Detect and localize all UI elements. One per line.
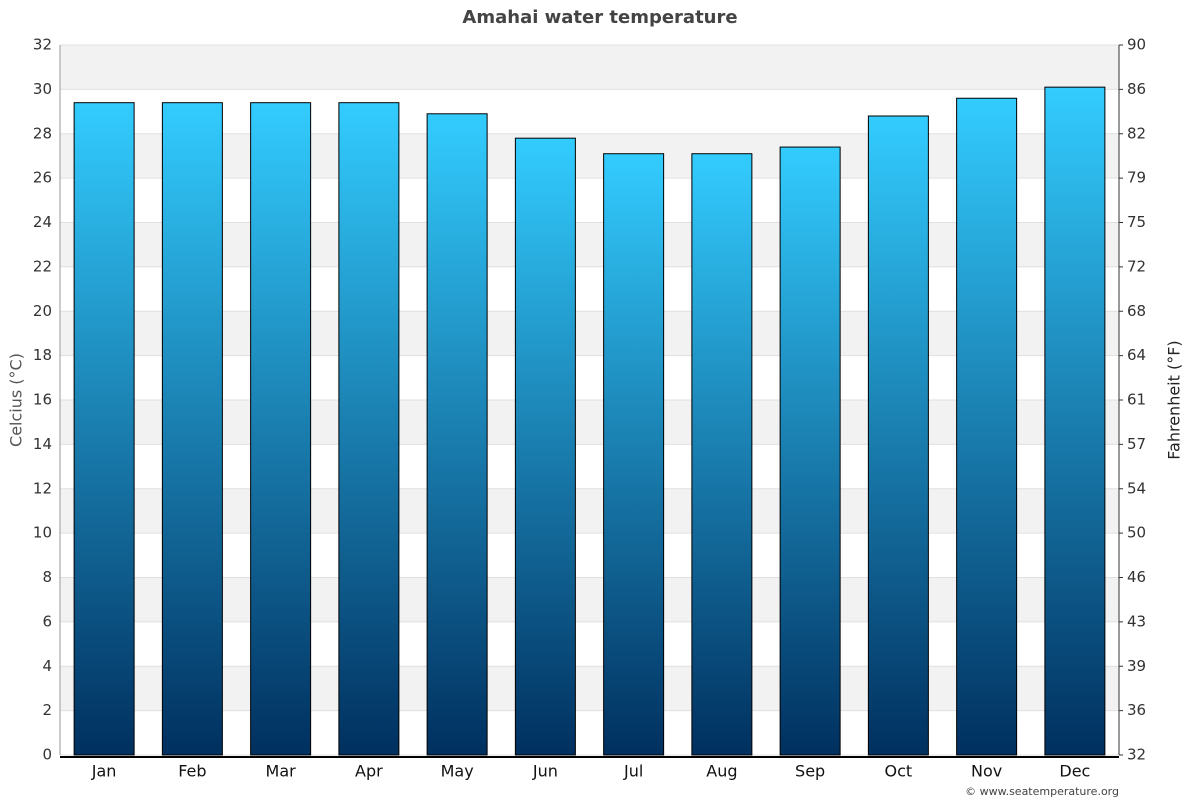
y2-tick-label: 54 <box>1127 479 1146 497</box>
grid-band <box>60 45 1119 90</box>
x-tick-label: Jul <box>623 762 643 781</box>
y2-tick-label: 72 <box>1127 257 1146 275</box>
credit: © www.seatemperature.org <box>965 785 1119 798</box>
bar <box>161 102 223 756</box>
grid-band <box>60 311 1119 356</box>
y2-tick-label: 61 <box>1127 391 1146 409</box>
bar <box>779 146 841 756</box>
y2-tick-label: 64 <box>1127 346 1146 364</box>
grid-band <box>60 577 1119 622</box>
y-tick-label: 16 <box>33 391 52 409</box>
bar <box>73 102 135 756</box>
x-tick-label: Jan <box>91 762 117 781</box>
y2-tick-label: 46 <box>1127 568 1146 586</box>
x-tick-label: Mar <box>266 762 297 781</box>
y2-tick-label: 39 <box>1127 657 1146 675</box>
y-tick-label: 6 <box>42 612 52 630</box>
y2-axis-label: Fahrenheit (°F) <box>1165 340 1184 459</box>
y-tick-label: 20 <box>33 302 52 320</box>
y-tick-label: 4 <box>42 657 52 675</box>
y-tick-label: 12 <box>33 479 52 497</box>
y-tick-label: 14 <box>33 435 52 453</box>
bar <box>338 102 400 756</box>
y-tick-label: 28 <box>33 124 52 142</box>
bar <box>514 137 576 756</box>
bar <box>250 102 312 756</box>
y2-tick-label: 90 <box>1127 36 1146 54</box>
y2-tick-label: 75 <box>1127 213 1146 231</box>
bar <box>867 115 929 756</box>
y2-tick-label: 68 <box>1127 302 1146 320</box>
y-tick-label: 30 <box>33 80 52 98</box>
x-tick-label: May <box>441 762 474 781</box>
x-tick-label: Oct <box>885 762 913 781</box>
chart-title: Amahai water temperature <box>462 7 737 28</box>
grid-band <box>60 666 1119 711</box>
y-tick-label: 22 <box>33 257 52 275</box>
y-tick-label: 8 <box>42 568 52 586</box>
y2-tick-label: 50 <box>1127 524 1146 542</box>
x-tick-label: Nov <box>971 762 1002 781</box>
x-tick-label: Feb <box>178 762 206 781</box>
y2-tick-label: 79 <box>1127 169 1146 187</box>
y-tick-label: 32 <box>33 36 52 54</box>
bar <box>426 113 488 756</box>
y-tick-label: 2 <box>42 701 52 719</box>
bar <box>956 97 1018 756</box>
grid-band <box>60 222 1119 267</box>
x-tick-label: Aug <box>706 762 737 781</box>
x-tick-label: Jun <box>532 762 558 781</box>
y2-tick-label: 32 <box>1127 746 1146 764</box>
y-tick-label: 24 <box>33 213 52 231</box>
grid-band <box>60 400 1119 445</box>
bar <box>1044 86 1106 756</box>
y2-tick-label: 57 <box>1127 435 1146 453</box>
bar <box>691 153 753 756</box>
x-tick-label: Sep <box>795 762 825 781</box>
y-tick-label: 26 <box>33 169 52 187</box>
y-tick-label: 10 <box>33 524 52 542</box>
y2-tick-label: 82 <box>1127 124 1146 142</box>
y2-tick-label: 86 <box>1127 80 1146 98</box>
y-tick-label: 18 <box>33 346 52 364</box>
y2-tick-label: 36 <box>1127 701 1146 719</box>
y-tick-label: 0 <box>42 746 52 764</box>
bar <box>603 153 665 756</box>
y2-tick-label: 43 <box>1127 612 1146 630</box>
grid-band <box>60 488 1119 534</box>
x-tick-label: Dec <box>1059 762 1090 781</box>
grid-band <box>60 133 1119 179</box>
y-axis-label: Celcius (°C) <box>7 353 26 447</box>
x-tick-label: Apr <box>355 762 383 781</box>
